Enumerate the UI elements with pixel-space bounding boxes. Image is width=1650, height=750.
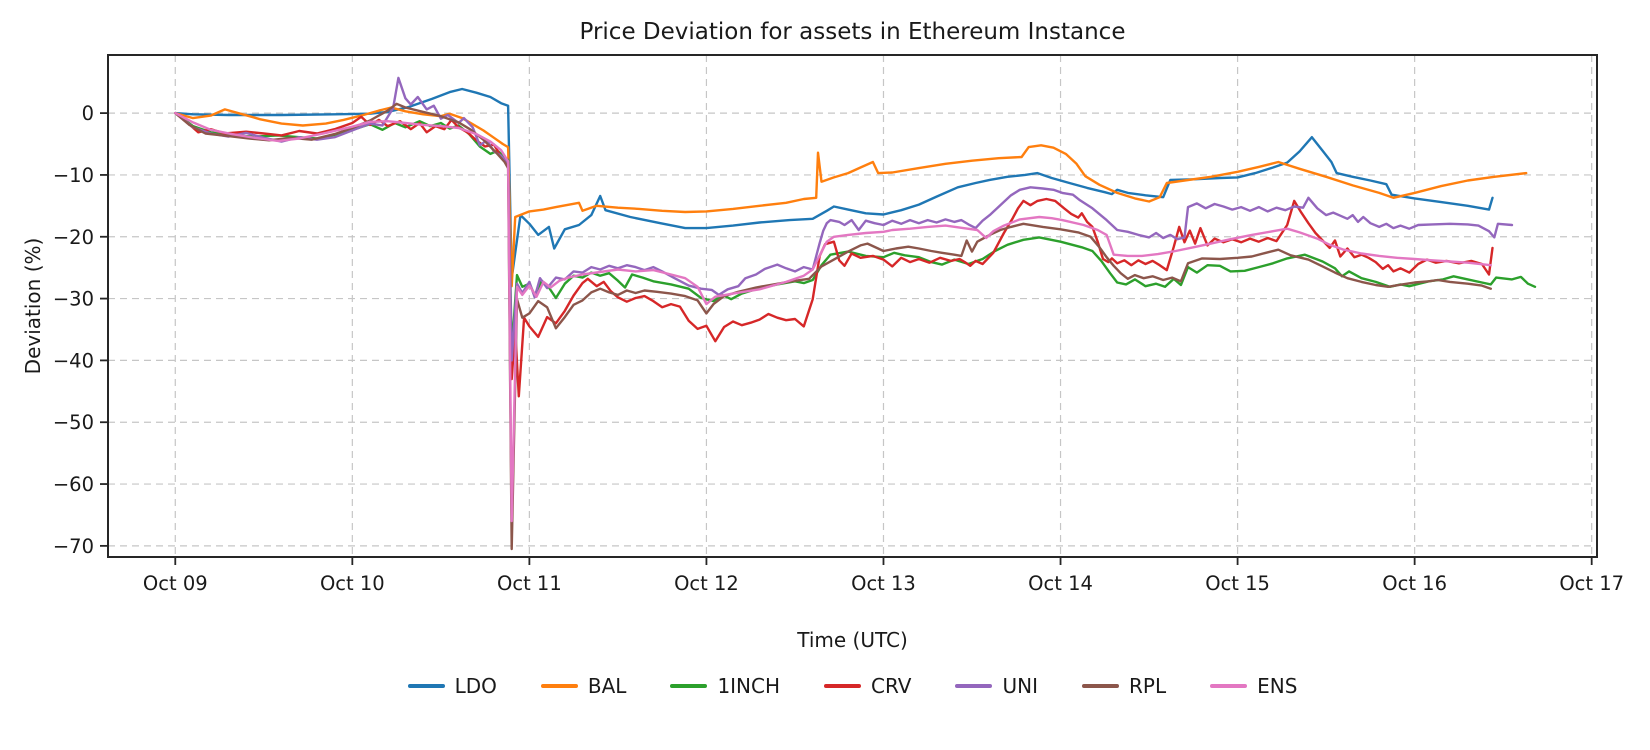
x-tick-label-Oct-16: Oct 16 <box>1382 572 1447 595</box>
x-tick-label-Oct-09: Oct 09 <box>143 572 208 595</box>
legend-label-ENS: ENS <box>1257 674 1298 698</box>
x-tick-label-Oct-14: Oct 14 <box>1028 572 1093 595</box>
legend-swatch-UNI <box>955 684 993 688</box>
y-tick-label-−10: −10 <box>53 164 94 187</box>
legend-item-CRV: CRV <box>824 674 911 698</box>
series-line-RPL <box>174 102 1493 551</box>
legend-item-LDO: LDO <box>407 674 497 698</box>
y-tick-label-−40: −40 <box>53 349 94 372</box>
series-line-1INCH <box>174 111 1537 353</box>
legend-label-1INCH: 1INCH <box>717 674 781 698</box>
y-tick-label-−70: −70 <box>53 535 94 558</box>
legend-label-UNI: UNI <box>1002 674 1038 698</box>
chart-title: Price Deviation for assets in Ethereum I… <box>579 19 1126 45</box>
legend-item-ENS: ENS <box>1210 674 1297 698</box>
legend-swatch-LDO <box>407 684 445 688</box>
legend-label-LDO: LDO <box>454 674 497 698</box>
legend-item-UNI: UNI <box>955 674 1038 698</box>
y-tick-label-−20: −20 <box>53 226 94 249</box>
legend-item-BAL: BAL <box>540 674 627 698</box>
series-line-LDO <box>174 87 1494 280</box>
plot-frame <box>107 54 1598 558</box>
legend-label-BAL: BAL <box>587 674 627 698</box>
legend-swatch-CRV <box>824 684 862 688</box>
x-tick-label-Oct-15: Oct 15 <box>1205 572 1270 595</box>
chart-legend: LDO BAL 1INCH CRV UNI RPL ENS <box>108 674 1597 698</box>
series-line-BAL <box>174 106 1528 288</box>
legend-label-RPL: RPL <box>1128 674 1167 698</box>
y-tick-label-−60: −60 <box>53 473 94 496</box>
legend-swatch-ENS <box>1210 684 1248 688</box>
legend-swatch-RPL <box>1081 684 1119 688</box>
x-axis-label: Time (UTC) <box>797 628 908 652</box>
legend-swatch-BAL <box>540 684 578 688</box>
x-tick-label-Oct-12: Oct 12 <box>674 572 739 595</box>
y-tick-label-0: 0 <box>82 102 94 125</box>
y-tick-label-−50: −50 <box>53 411 94 434</box>
legend-label-CRV: CRV <box>871 674 912 698</box>
legend-item-RPL: RPL <box>1081 674 1167 698</box>
y-tick-label-−30: −30 <box>53 288 94 311</box>
legend-item-1INCH: 1INCH <box>670 674 780 698</box>
x-tick-label-Oct-10: Oct 10 <box>320 572 385 595</box>
x-tick-label-Oct-13: Oct 13 <box>851 572 916 595</box>
x-tick-label-Oct-11: Oct 11 <box>497 572 562 595</box>
series-line-ENS <box>174 111 1493 523</box>
x-tick-label-Oct-17: Oct 17 <box>1559 572 1624 595</box>
legend-swatch-1INCH <box>670 684 708 688</box>
